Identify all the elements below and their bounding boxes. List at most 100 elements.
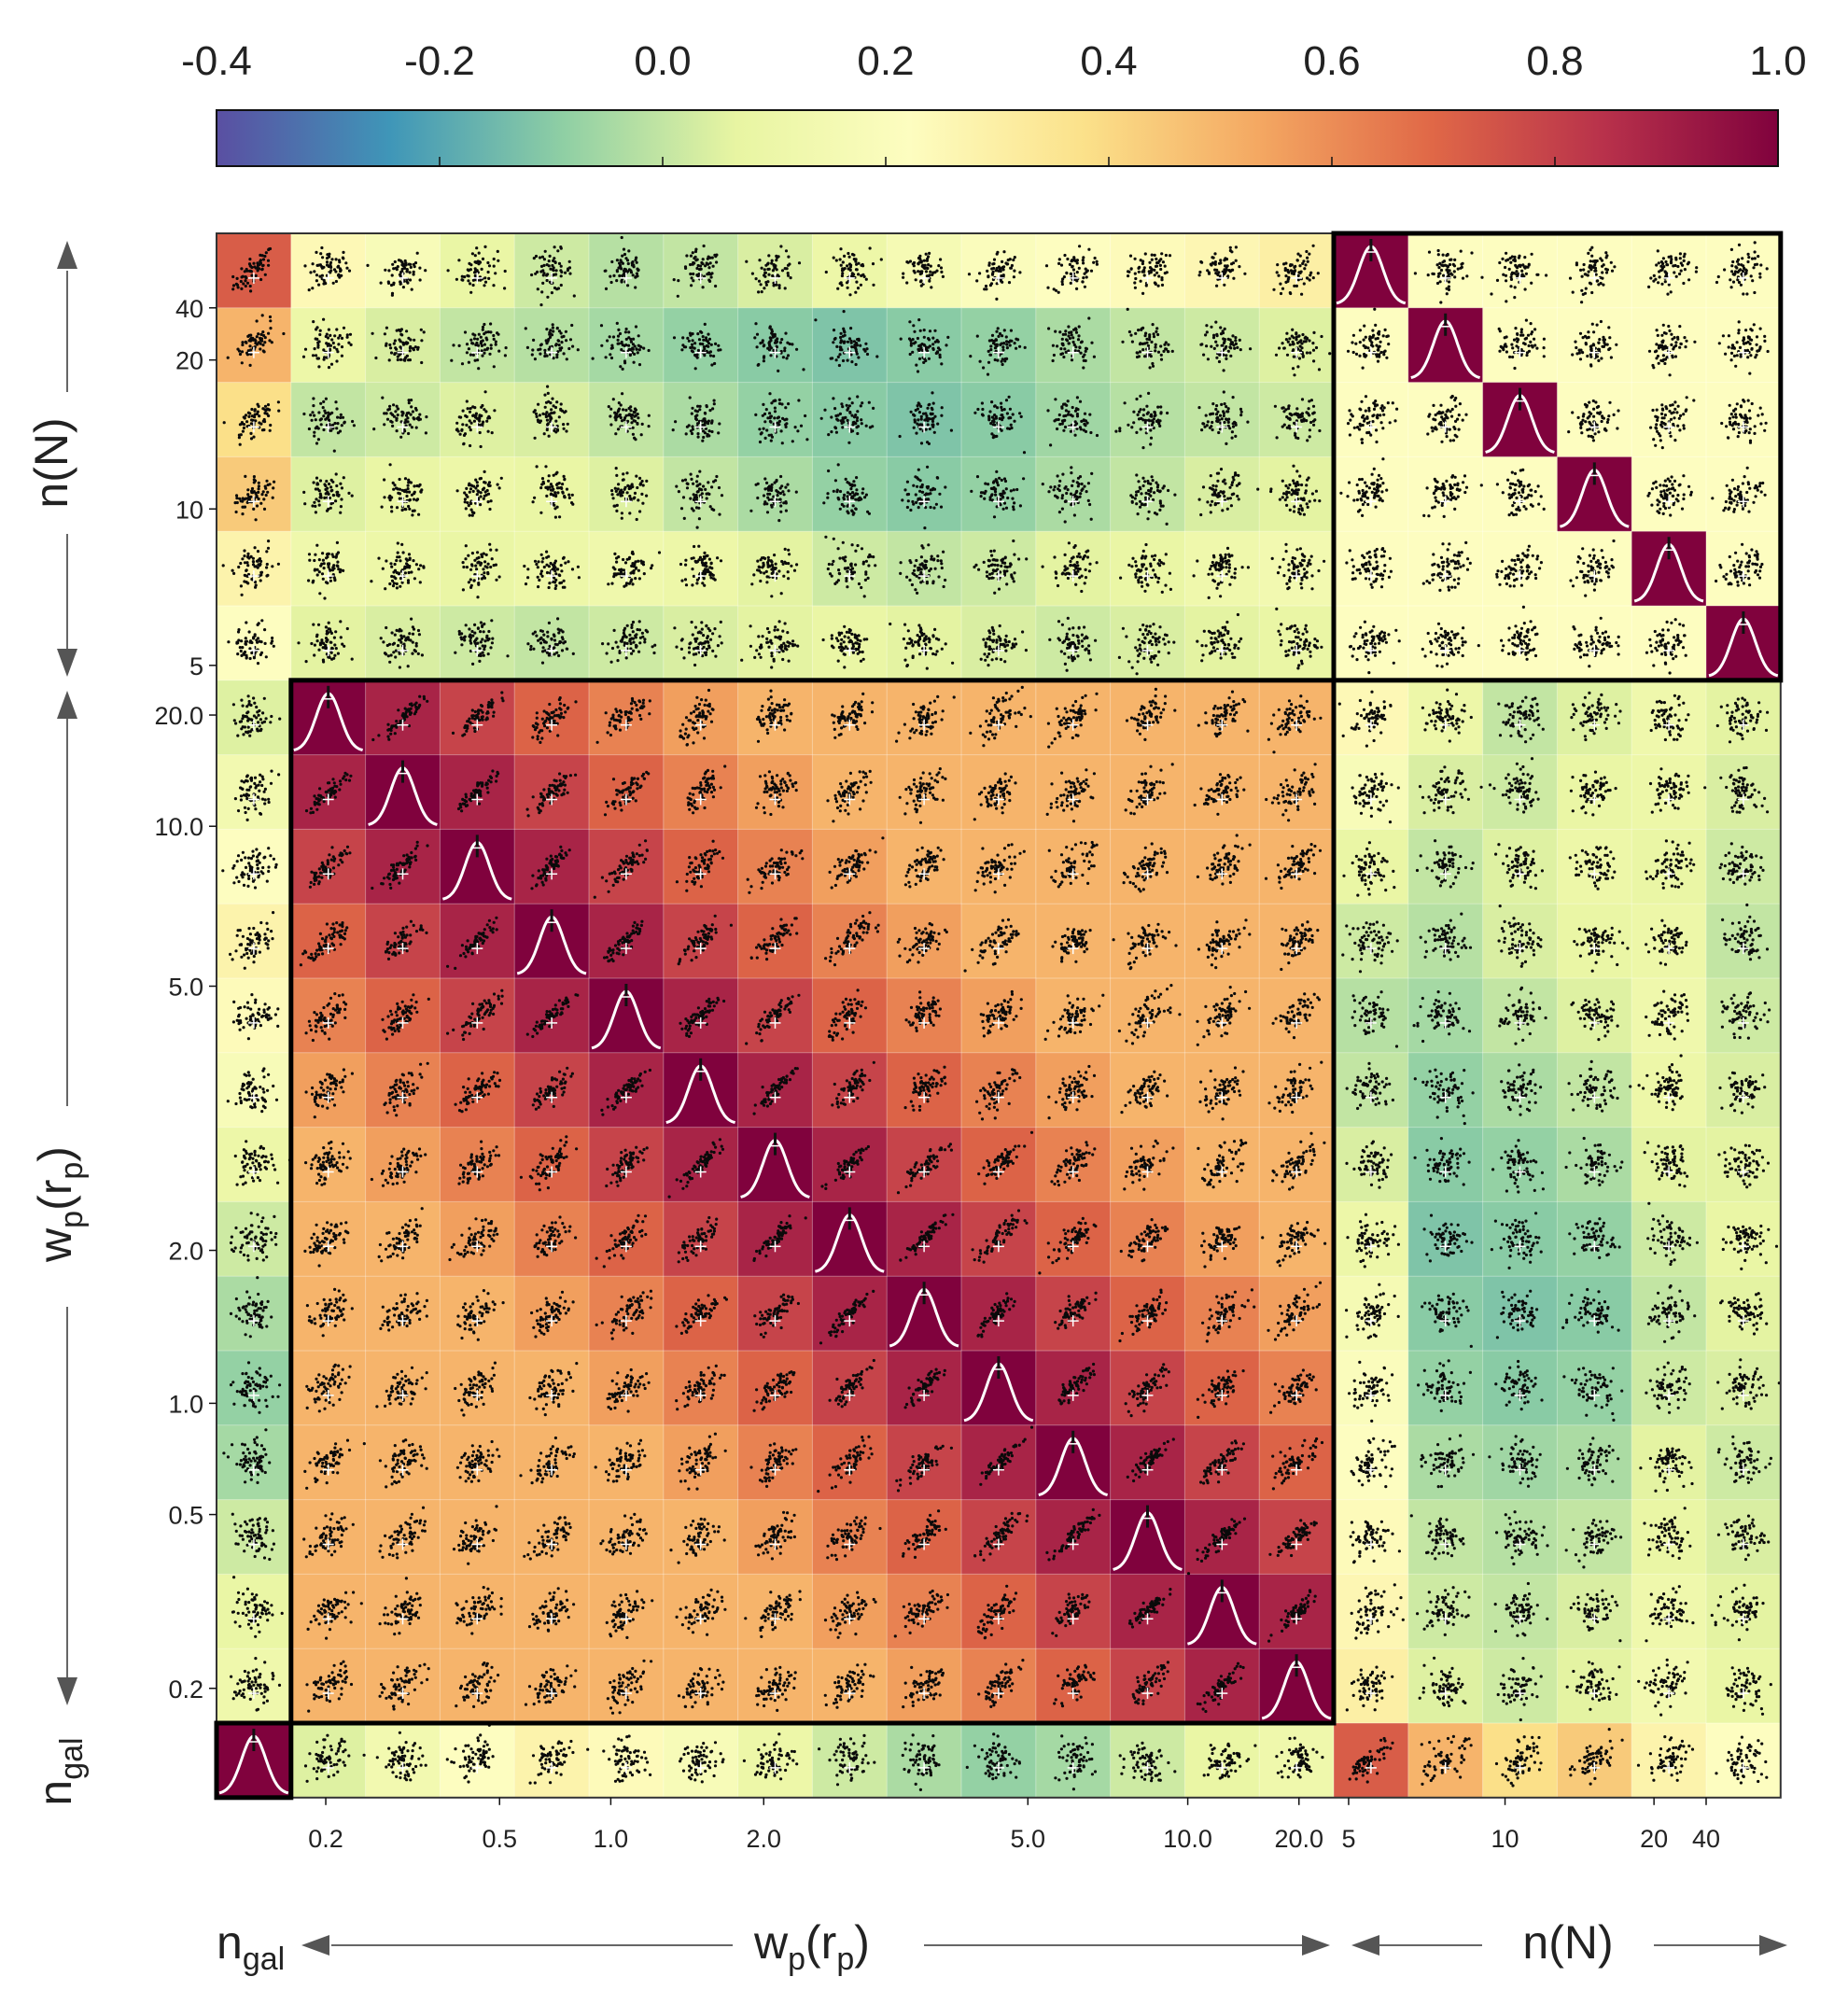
scatter-panel [1645,1361,1691,1414]
scatter-panel [1048,616,1098,672]
scatter-points [1637,1658,1689,1717]
scatter-panel [302,472,354,514]
scatter-points [1488,757,1540,814]
y-tick-label-wp: 1.0 [168,1390,203,1418]
heatmap-cell [1407,1424,1484,1501]
heatmap-cell [663,382,739,457]
scatter-points [1646,474,1693,517]
scatter-points [1636,1735,1695,1782]
heatmap-cell [514,1499,590,1575]
colorbar: -0.4 -0.2 0.0 0.2 0.4 0.6 0.8 1.0 [181,38,1807,167]
scatter-panel [379,617,424,669]
scatter-panel [528,1362,579,1417]
scatter-points [973,1511,1029,1562]
heatmap-cell [440,1351,515,1426]
heatmap-cell [290,1574,367,1649]
scatter-points [1420,1734,1473,1786]
colorbar-tick-label: 0.8 [1526,38,1583,84]
heatmap-cell [961,754,1037,830]
scatter-points [226,1067,279,1114]
scatter-points [669,1517,726,1564]
scatter-points [455,1661,500,1708]
scatter-panel [229,1276,273,1339]
y-axis-label-wp-part: ) [29,1146,81,1162]
scatter-points [1721,1224,1779,1270]
scatter-panel [1054,1291,1098,1330]
scatter-panel [1336,239,1407,305]
scatter-points [1719,765,1770,814]
scatter-panel [1348,1360,1394,1423]
scatter-panel [368,760,438,826]
scatter-panel [304,1068,354,1119]
scatter-points [745,993,801,1045]
scatter-points [1415,839,1475,889]
scatter-panel [1418,1656,1467,1708]
scatter-panel [827,988,868,1042]
scatter-panel [1118,391,1169,450]
scatter-panel [456,1289,505,1341]
scatter-points [754,770,798,817]
scatter-panel [818,1733,876,1787]
scatter-panel [1500,1063,1543,1116]
scatter-points [1421,1292,1473,1348]
scatter-points [753,1293,800,1339]
axis-ticks: 0.2 0.5 1.0 2.0 5.0 10.0 20.0 5 10 20 40 0.2 0.5 1.0 2… [154,295,1720,1853]
scatter-panel [1123,1139,1175,1191]
heatmap-cell [1557,606,1632,681]
scatter-points [1571,319,1618,368]
scatter-points [233,474,276,522]
scatter-panel [1495,1289,1565,1339]
scatter-panel [679,1741,725,1784]
scatter-panel [1118,1288,1169,1343]
scatter-panel [963,1356,1034,1423]
scatter-panel [1041,466,1094,524]
scatter-panel [1494,1735,1543,1788]
heatmap-cell [737,1351,813,1426]
scatter-panel [591,321,651,372]
scatter-panel [1497,695,1545,744]
scatter-panel [379,1292,428,1332]
scatter-points [970,470,1026,519]
scatter-panel [665,1058,736,1125]
scatter-points [1127,1588,1172,1629]
scatter-panel [752,1067,799,1115]
heatmap-cell [1557,1723,1632,1799]
heatmap-cell [961,456,1037,532]
colorbar-bar [216,109,1779,167]
scatter-panel [971,1209,1029,1264]
scatter-points [818,1733,876,1787]
y-tick-label-wp: 5.0 [168,974,203,1002]
scatter-points [375,1366,428,1409]
scatter-points [446,988,504,1042]
heatmap-cell [290,1052,367,1129]
scatter-points [977,1130,1034,1185]
scatter-panel [1717,1143,1771,1189]
scatter-points [297,620,354,664]
scatter-panel [1197,390,1250,445]
outer-frame [216,232,1782,1799]
scatter-panel [1268,1519,1318,1558]
heatmap-cell [290,1424,367,1501]
scatter-panel [1416,990,1472,1044]
scatter-points [903,846,945,889]
scatter-points [602,1734,652,1783]
scatter-panel [675,470,724,529]
scatter-panel [607,550,662,588]
scatter-panel [828,1358,875,1409]
heatmap-cell [217,456,292,532]
scatter-panel [1645,989,1689,1041]
heatmap-cell [440,1648,515,1724]
heatmap-cell [1259,978,1335,1054]
scatter-panel [1568,1728,1624,1786]
scatter-panel [1197,690,1250,738]
scatter-points [1202,1742,1257,1780]
scatter-panel [1569,770,1617,817]
scatter-points [303,1438,366,1490]
scatter-panel [745,245,802,294]
y-tick-label-nN: 40 [175,295,203,323]
heatmap-cell [440,1424,515,1501]
heatmap-cell [1706,1201,1782,1277]
heatmap-cell [290,1351,367,1426]
heatmap-cell [812,1723,888,1799]
y-tick-label-wp: 10.0 [154,813,203,841]
